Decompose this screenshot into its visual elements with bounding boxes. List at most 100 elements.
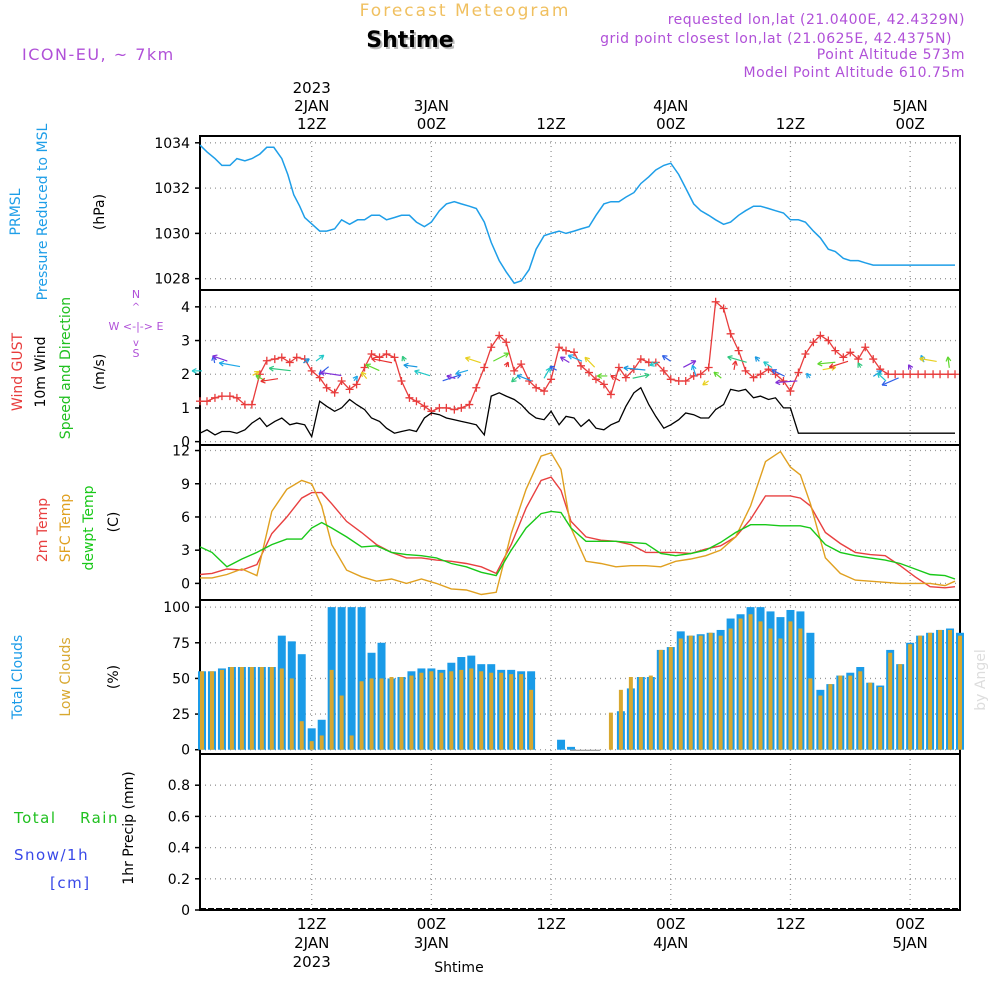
wind-direction-arrow xyxy=(315,354,325,362)
low-cloud-bar xyxy=(808,678,813,750)
total-cloud-bar xyxy=(297,654,306,750)
wind-arrow-head xyxy=(754,356,761,362)
y-tick-label: 1028 xyxy=(154,272,190,288)
low-cloud-bar xyxy=(958,635,962,750)
gust-marker xyxy=(202,397,211,406)
low-cloud-bar xyxy=(399,677,404,750)
wind-arrow-head xyxy=(661,354,668,361)
low-cloud-bar xyxy=(858,671,863,750)
precip-label-rain: Rain xyxy=(80,809,119,827)
model-label: ICON-EU, ~ 7km xyxy=(22,45,175,64)
y-tick-label: 0.6 xyxy=(168,809,190,825)
wind-arrow-head xyxy=(702,380,708,386)
gust-marker xyxy=(427,407,436,416)
wind-arrow-head xyxy=(260,377,266,384)
gust-marker xyxy=(824,336,833,345)
gust-marker xyxy=(854,355,863,364)
gust-marker xyxy=(196,397,204,406)
pressure-line xyxy=(199,144,955,285)
wind-arrow-head xyxy=(218,360,225,367)
wind-direction-arrow xyxy=(623,367,646,371)
cloud-panel: Total Clouds Low Clouds (%) 0 25 50 75 100 xyxy=(10,599,964,759)
wind-arrow-head xyxy=(455,369,461,376)
precip-unit: 1hr Precip (mm) xyxy=(121,771,137,884)
gust-marker xyxy=(891,370,900,379)
panel-frame xyxy=(199,753,961,911)
low-cloud-bar xyxy=(728,628,733,750)
wind-arrow-head xyxy=(304,358,310,364)
wind-arrow-head xyxy=(516,374,523,380)
compass-s: S xyxy=(133,347,140,360)
gust-marker xyxy=(906,370,915,379)
wind-direction-arrow xyxy=(549,365,557,371)
gust-line xyxy=(200,300,955,413)
low-cloud-bar xyxy=(229,667,234,750)
gust-marker xyxy=(831,346,840,355)
gust-marker xyxy=(555,343,564,352)
wind-direction-arrow xyxy=(365,363,380,372)
gust-marker xyxy=(277,353,286,362)
gust-marker xyxy=(382,350,391,359)
gust-marker xyxy=(570,348,579,357)
low-cloud-bar xyxy=(798,628,803,750)
gust-marker xyxy=(495,331,504,340)
wind-arrow-head xyxy=(584,356,590,363)
gust-marker xyxy=(584,368,593,377)
wind-direction-arrow xyxy=(320,371,342,377)
gust-marker xyxy=(352,380,361,389)
gust-marker xyxy=(397,376,406,385)
low-cloud-bar xyxy=(299,721,304,750)
bottom-time-label: 12Z xyxy=(297,915,326,933)
wind-arrow-head xyxy=(319,370,326,376)
low-cloud-bar xyxy=(239,667,244,750)
top-time-label: 2023 xyxy=(293,79,331,97)
gust-marker xyxy=(465,400,474,409)
wind-direction-arrow xyxy=(260,378,279,382)
wind-arrow-head xyxy=(255,374,261,381)
compass-arrow-up: ^ xyxy=(132,302,140,313)
gust-marker xyxy=(666,375,675,384)
wind-direction-arrow xyxy=(649,361,659,366)
gust-marker xyxy=(270,355,279,364)
compass-n: N xyxy=(132,288,140,301)
bottom-time-label: 5JAN xyxy=(893,934,928,952)
gust-marker xyxy=(412,397,421,406)
gust-marker xyxy=(846,348,855,357)
low-cloud-bar xyxy=(828,684,833,750)
gust-marker xyxy=(951,370,960,379)
wind-direction-arrow xyxy=(568,354,583,362)
wind-direction-arrow xyxy=(775,380,798,384)
gust-marker xyxy=(547,375,556,384)
gust-marker xyxy=(704,363,713,372)
wind-direction-arrow xyxy=(610,375,621,382)
wind-direction-arrow xyxy=(584,356,596,368)
wind-arrow-head xyxy=(775,379,781,386)
wind-direction-arrow xyxy=(829,360,849,368)
top-time-label: 00Z xyxy=(656,115,685,133)
wind-arrow-head xyxy=(545,367,551,373)
low-cloud-bar xyxy=(259,667,264,750)
top-time-label: 4JAN xyxy=(653,97,688,115)
compass-we: W <-|-> E xyxy=(109,320,164,333)
low-cloud-bar xyxy=(748,614,753,750)
gust-marker xyxy=(696,370,705,379)
model-altitude: Model Point Altitude 610.75m xyxy=(744,65,965,81)
wind-arrow-head xyxy=(567,354,574,360)
y-tick-label: 0 xyxy=(181,435,190,451)
point-altitude: Point Altitude 573m xyxy=(817,47,965,63)
temp-label-2m: 2m Temp xyxy=(35,498,51,562)
gust-marker xyxy=(472,383,481,392)
chart-title: Forecast Meteogram xyxy=(360,1,571,21)
wind-direction-arrow xyxy=(947,356,950,368)
low-cloud-bar xyxy=(519,674,524,750)
low-cloud-bar xyxy=(509,674,514,750)
gust-marker xyxy=(405,393,414,402)
gust-marker xyxy=(525,376,534,385)
cloud-unit: (%) xyxy=(106,665,122,689)
top-time-label: 2JAN xyxy=(294,97,329,115)
gust-marker xyxy=(210,393,219,402)
wind-direction-arrow xyxy=(771,369,785,377)
low-cloud-bar xyxy=(628,677,633,750)
y-tick-label: 100 xyxy=(163,600,190,616)
